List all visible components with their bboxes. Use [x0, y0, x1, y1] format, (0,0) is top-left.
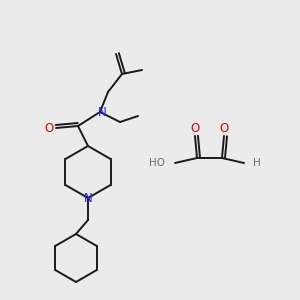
Text: N: N	[98, 106, 106, 118]
Text: H: H	[253, 158, 261, 168]
Text: O: O	[219, 122, 229, 134]
Text: N: N	[84, 191, 92, 205]
Text: O: O	[190, 122, 200, 134]
Text: O: O	[44, 122, 54, 134]
Text: HO: HO	[149, 158, 165, 168]
